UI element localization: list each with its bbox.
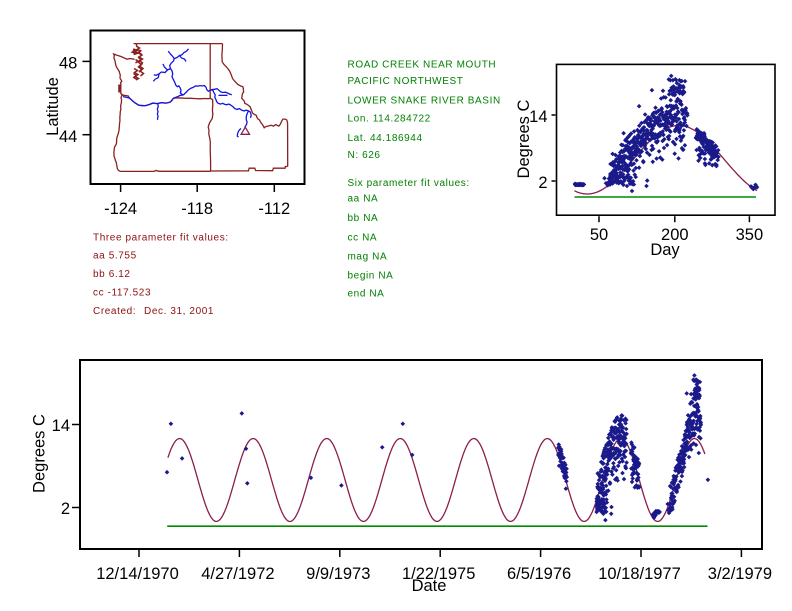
svg-text:Lon. 114.284722: Lon. 114.284722	[348, 114, 431, 125]
svg-text:Degrees C: Degrees C	[515, 99, 533, 178]
svg-text:Three parameter fit values:: Three parameter fit values:	[93, 232, 229, 243]
svg-text:350: 350	[736, 226, 764, 244]
svg-text:Day: Day	[650, 241, 680, 259]
svg-text:6/5/1976: 6/5/1976	[507, 565, 571, 583]
svg-text:-124: -124	[104, 200, 137, 218]
svg-text:2: 2	[538, 174, 547, 192]
svg-text:aa NA: aa NA	[348, 194, 379, 205]
svg-text:-118: -118	[181, 200, 213, 218]
svg-text:9/9/1973: 9/9/1973	[306, 565, 370, 583]
svg-text:12/14/1970: 12/14/1970	[96, 565, 179, 583]
svg-text:44: 44	[59, 128, 77, 146]
svg-text:3/2/1979: 3/2/1979	[708, 565, 772, 583]
svg-text:bb 6.12: bb 6.12	[93, 269, 131, 280]
svg-text:50: 50	[590, 226, 608, 244]
svg-text:cc NA: cc NA	[348, 232, 378, 243]
svg-text:cc -117.523: cc -117.523	[93, 288, 151, 299]
svg-text:14: 14	[52, 417, 70, 435]
svg-text:Dec. 31, 2001: Dec. 31, 2001	[144, 306, 214, 317]
svg-text:begin NA: begin NA	[348, 271, 394, 282]
svg-text:PACIFIC NORTHWEST: PACIFIC NORTHWEST	[348, 76, 464, 87]
svg-text:Degrees C: Degrees C	[31, 414, 49, 493]
svg-text:14: 14	[529, 108, 547, 126]
svg-text:end NA: end NA	[348, 289, 385, 300]
svg-text:-112: -112	[258, 200, 290, 218]
svg-text:mag NA: mag NA	[348, 252, 388, 263]
svg-text:Date: Date	[412, 577, 447, 595]
svg-text:10/18/1977: 10/18/1977	[598, 565, 681, 583]
svg-text:1/22/1975: 1/22/1975	[402, 565, 475, 583]
svg-text:bb NA: bb NA	[348, 213, 379, 224]
svg-text:aa 5.755: aa 5.755	[93, 251, 137, 262]
svg-text:200: 200	[661, 226, 689, 244]
svg-text:ROAD CREEK NEAR MOUTH: ROAD CREEK NEAR MOUTH	[348, 60, 497, 71]
svg-text:LOWER SNAKE RIVER BASIN: LOWER SNAKE RIVER BASIN	[348, 95, 501, 106]
svg-text:48: 48	[59, 55, 77, 73]
svg-text:Created:: Created:	[93, 306, 136, 317]
svg-text:4/27/1972: 4/27/1972	[201, 565, 274, 583]
svg-text:N: 626: N: 626	[348, 150, 381, 161]
svg-text:Latitude: Latitude	[44, 77, 62, 136]
svg-text:Six parameter fit values:: Six parameter fit values:	[348, 178, 470, 189]
svg-text:Lat. 44.186944: Lat. 44.186944	[348, 133, 423, 144]
svg-text:2: 2	[61, 500, 70, 518]
